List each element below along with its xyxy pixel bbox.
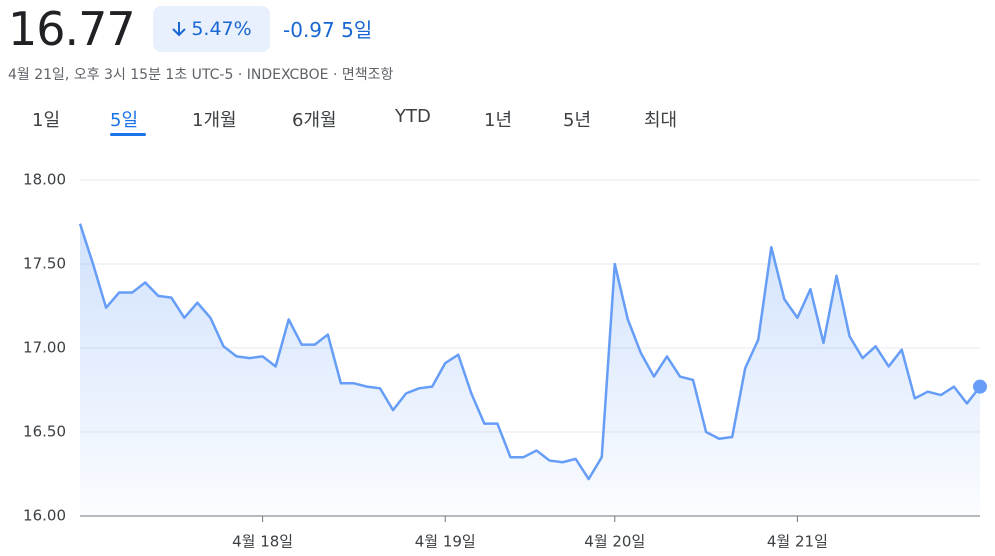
tab[interactable]: YTD — [395, 106, 431, 127]
change: -0.97 5일 — [283, 14, 372, 43]
tab[interactable]: 1개월 — [192, 110, 237, 131]
tab[interactable]: 5년 — [563, 110, 592, 131]
y-tick-label: 17.00 — [23, 339, 66, 357]
timestamp: 4월 21일, 오후 3시 15분 1초 UTC-5 · INDEXCBOE ·… — [8, 67, 394, 83]
y-tick-label: 16.00 — [23, 507, 66, 525]
price: 16.77 — [8, 2, 136, 56]
change-percent: 5.47% — [191, 18, 252, 40]
tab[interactable]: 6개월 — [292, 110, 337, 131]
y-tick-label: 16.50 — [23, 423, 66, 441]
x-tick-label: 4월 19일 — [415, 533, 476, 551]
area-fill — [80, 223, 980, 516]
tab[interactable]: 1일 — [32, 110, 61, 131]
change-value: -0.97 — [283, 18, 335, 42]
x-tick-label: 4월 21일 — [767, 533, 828, 551]
y-tick-label: 17.50 — [23, 255, 66, 273]
y-tick-label: 18.00 — [23, 171, 66, 189]
tab[interactable]: 1년 — [484, 110, 513, 131]
tab[interactable]: 최대 — [644, 110, 678, 131]
down-arrow — [172, 22, 187, 37]
change-period: 5일 — [341, 18, 373, 42]
price-line — [78, 223, 981, 481]
x-tick-label: 4월 18일 — [232, 533, 293, 551]
change-badge: 5.47% — [153, 6, 270, 52]
tab[interactable]: 5일 — [110, 110, 139, 131]
tab-underline — [110, 133, 146, 136]
x-tick-label: 4월 20일 — [584, 533, 645, 551]
last-point — [973, 379, 987, 394]
